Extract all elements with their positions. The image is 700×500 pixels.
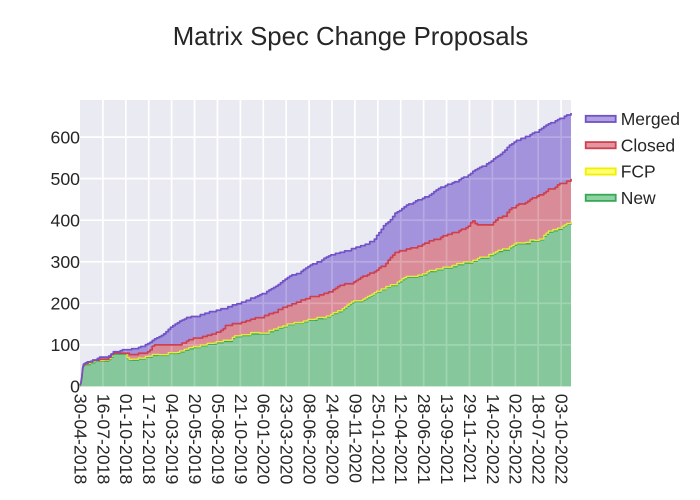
svg-text:28-06-2021: 28-06-2021 [414,394,434,484]
svg-text:Matrix Spec Change Proposals: Matrix Spec Change Proposals [173,23,529,51]
svg-text:200: 200 [50,294,80,314]
svg-text:20-05-2019: 20-05-2019 [185,394,205,484]
svg-text:16-07-2018: 16-07-2018 [93,394,113,485]
svg-text:0: 0 [70,377,80,397]
svg-text:FCP: FCP [621,162,656,182]
svg-text:05-08-2019: 05-08-2019 [208,394,228,484]
svg-text:17-12-2018: 17-12-2018 [139,394,159,485]
svg-text:New: New [621,188,656,208]
svg-text:21-10-2019: 21-10-2019 [231,394,251,484]
svg-text:18-07-2022: 18-07-2022 [529,394,549,484]
svg-text:23-03-2020: 23-03-2020 [277,394,297,485]
svg-text:24-08-2020: 24-08-2020 [322,394,342,485]
svg-text:01-10-2018: 01-10-2018 [116,394,136,485]
svg-text:09-11-2020: 09-11-2020 [345,394,365,483]
svg-text:14-02-2022: 14-02-2022 [483,394,503,484]
svg-text:13-09-2021: 13-09-2021 [437,394,457,484]
svg-text:30-04-2018: 30-04-2018 [70,394,90,485]
svg-text:Closed: Closed [621,135,675,155]
svg-text:600: 600 [50,127,80,147]
svg-text:04-03-2019: 04-03-2019 [162,394,182,484]
svg-text:03-10-2022: 03-10-2022 [552,394,572,484]
svg-text:08-06-2020: 08-06-2020 [300,394,320,485]
svg-text:06-01-2020: 06-01-2020 [254,394,274,485]
svg-text:25-01-2021: 25-01-2021 [368,394,388,484]
svg-text:400: 400 [50,211,80,231]
svg-text:500: 500 [50,169,80,189]
svg-text:12-04-2021: 12-04-2021 [391,394,411,484]
svg-text:29-11-2021: 29-11-2021 [460,394,480,483]
svg-text:02-05-2022: 02-05-2022 [506,394,526,484]
svg-text:100: 100 [50,335,80,355]
svg-text:Merged: Merged [621,109,680,129]
svg-text:300: 300 [50,252,80,272]
